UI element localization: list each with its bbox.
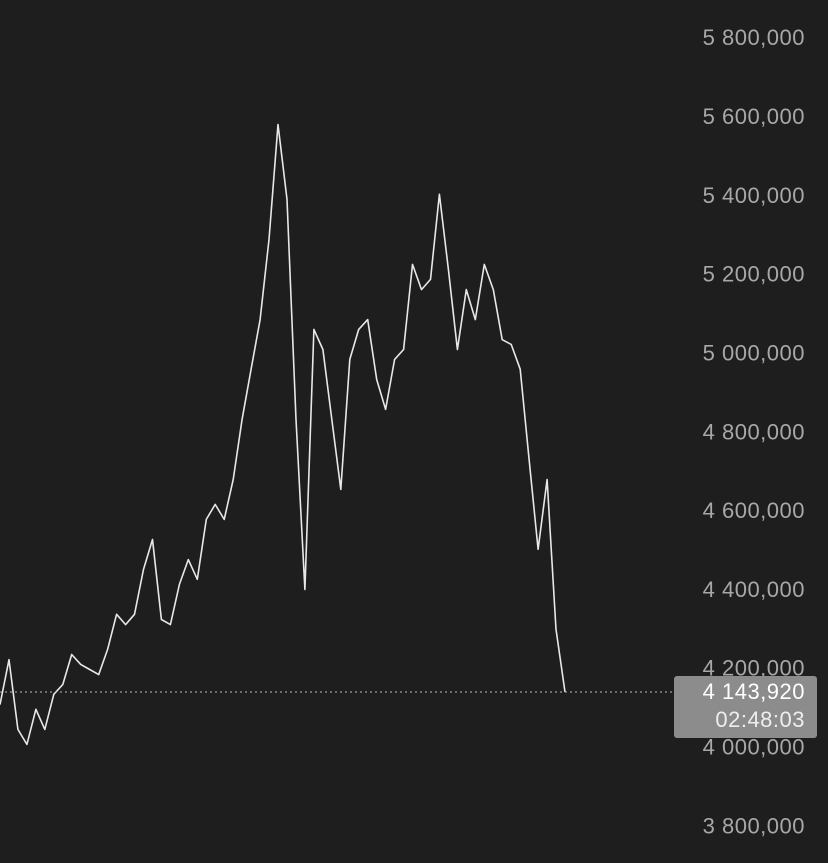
y-tick-label: 4 000,000 xyxy=(703,735,805,760)
y-tick-label: 5 600,000 xyxy=(703,104,805,129)
y-tick-label: 3 800,000 xyxy=(703,813,805,838)
y-tick-label: 4 600,000 xyxy=(703,498,805,523)
y-tick-label: 5 200,000 xyxy=(703,262,805,287)
current-price-label: 4 143,920 xyxy=(703,679,805,704)
y-tick-label: 5 400,000 xyxy=(703,183,805,208)
price-line xyxy=(0,123,566,746)
y-tick-label: 4 800,000 xyxy=(703,419,805,444)
current-time-label: 02:48:03 xyxy=(715,707,805,732)
current-price-box xyxy=(674,676,817,739)
y-tick-label: 5 000,000 xyxy=(703,340,805,365)
y-tick-label: 4 400,000 xyxy=(703,577,805,602)
y-tick-label: 5 800,000 xyxy=(703,25,805,50)
